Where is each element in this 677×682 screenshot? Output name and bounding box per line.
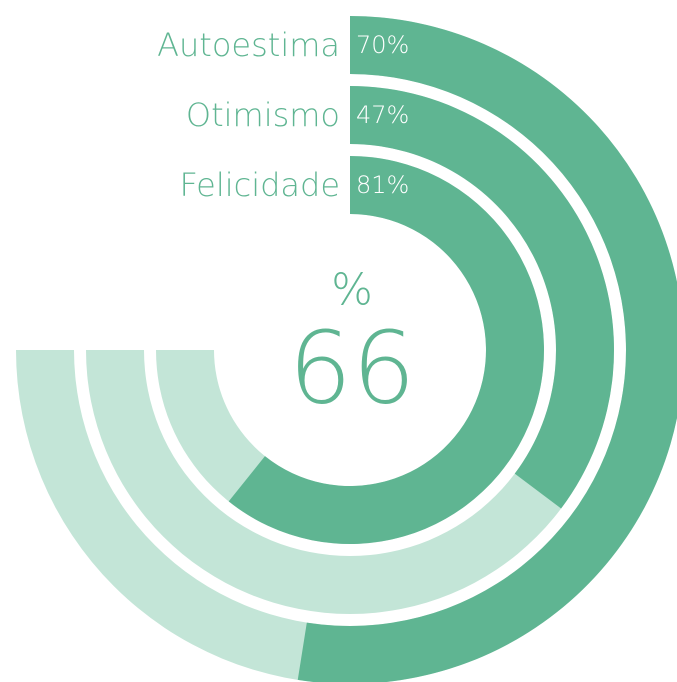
bar bbox=[297, 16, 677, 682]
value-label: 47% bbox=[356, 101, 409, 129]
center-label: % bbox=[331, 265, 373, 316]
center-value: 66 bbox=[288, 310, 415, 427]
bar bbox=[228, 156, 544, 544]
bar bbox=[350, 86, 614, 509]
value-label: 81% bbox=[356, 171, 409, 199]
category-label: Felicidade bbox=[179, 166, 340, 204]
value-label: 70% bbox=[356, 31, 409, 59]
category-label: Otimismo bbox=[186, 96, 340, 134]
category-label: Autoestima bbox=[157, 26, 340, 64]
